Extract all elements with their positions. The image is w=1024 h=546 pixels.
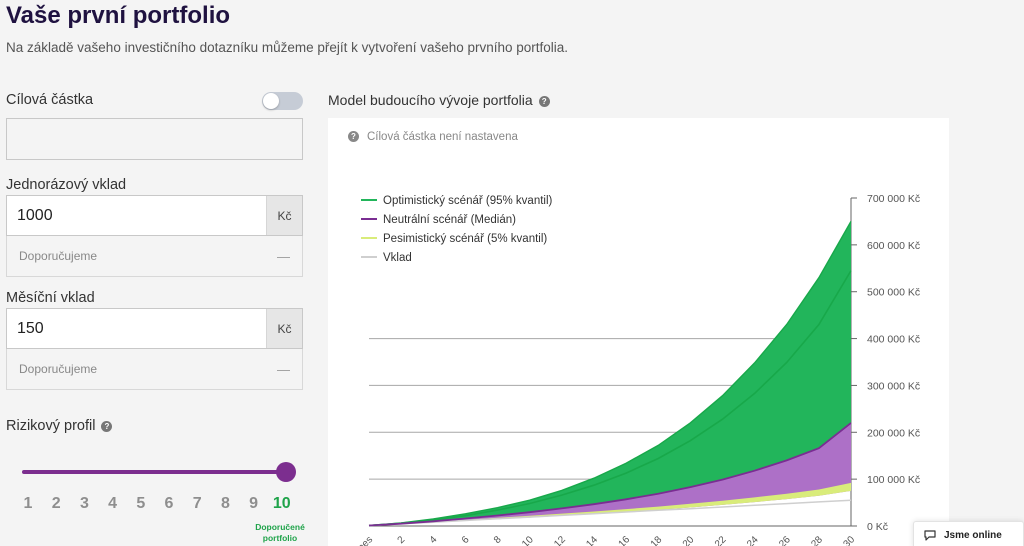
risk-level-1[interactable]: 1 bbox=[23, 495, 33, 512]
x-tick-label: 22 bbox=[713, 534, 729, 546]
x-tick-label: 8 bbox=[492, 534, 504, 546]
one-time-deposit-recommendation: Doporučujeme — bbox=[6, 236, 303, 277]
page-subtitle: Na základě vašeho investičního dotazníku… bbox=[6, 40, 569, 55]
recommend-value: — bbox=[277, 248, 290, 264]
neutral-band bbox=[369, 422, 851, 526]
x-tick-label: 28 bbox=[809, 534, 825, 546]
monthly-deposit-group: Kč bbox=[6, 308, 303, 349]
chart-panel: 0 Kč 100 000 Kč 200 000 Kč 300 000 Kč 400 00… bbox=[328, 118, 949, 546]
risk-profile-label: Rizikový profil? bbox=[6, 418, 113, 434]
recommend-value: — bbox=[277, 361, 290, 377]
legend-label: Neutrální scénář (Medián) bbox=[383, 214, 516, 226]
y-tick-label: 400 000 Kč bbox=[867, 334, 920, 346]
toggle-knob bbox=[263, 93, 279, 109]
x-tick-label: 4 bbox=[428, 534, 440, 546]
x-tick-label: 2 bbox=[396, 534, 408, 546]
risk-profile-slider[interactable] bbox=[22, 462, 298, 482]
x-tick-label: 30 bbox=[841, 534, 857, 546]
x-tick-label: 6 bbox=[460, 534, 472, 546]
help-icon[interactable]: ? bbox=[538, 95, 550, 107]
help-icon[interactable]: ? bbox=[101, 420, 113, 432]
chart-note: ? Cílová částka není nastavena bbox=[348, 131, 518, 143]
y-tick-label: 300 000 Kč bbox=[867, 380, 920, 392]
one-time-deposit-label: Jednorázový vklad bbox=[6, 177, 127, 193]
one-time-deposit-unit: Kč bbox=[266, 196, 302, 235]
risk-level-10[interactable]: 10 bbox=[272, 495, 291, 512]
x-tick-label: 14 bbox=[584, 534, 600, 546]
monthly-deposit-recommendation: Doporučujeme — bbox=[6, 349, 303, 390]
x-tick-label: 18 bbox=[649, 534, 665, 546]
y-tick-label: 0 Kč bbox=[867, 521, 888, 533]
x-tick-label: 20 bbox=[681, 534, 697, 546]
risk-level-8[interactable]: 8 bbox=[220, 495, 230, 512]
recommend-label: Doporučujeme bbox=[19, 362, 98, 376]
y-tick-label: 500 000 Kč bbox=[867, 287, 920, 299]
x-tick-label: 12 bbox=[552, 534, 568, 546]
risk-level-6[interactable]: 6 bbox=[164, 495, 174, 512]
risk-profile-text: Rizikový profil bbox=[6, 418, 96, 434]
chart-title-text: Model budoucího vývoje portfolia bbox=[328, 92, 533, 108]
recommended-portfolio-note: Doporučené portfolio bbox=[255, 522, 305, 543]
chat-button[interactable]: Jsme online bbox=[913, 521, 1024, 546]
risk-level-3[interactable]: 3 bbox=[79, 495, 89, 512]
optimistic-band bbox=[369, 221, 851, 526]
target-amount-input[interactable] bbox=[6, 118, 303, 160]
risk-level-7[interactable]: 7 bbox=[192, 495, 202, 512]
target-amount-toggle[interactable] bbox=[262, 92, 303, 110]
legend-label: Pesimistický scénář (5% kvantil) bbox=[383, 233, 547, 245]
one-time-deposit-input[interactable] bbox=[7, 196, 266, 235]
risk-level-list: 1 2 3 4 5 6 7 8 9 10 bbox=[16, 495, 306, 517]
legend-label: Optimistický scénář (95% kvantil) bbox=[383, 195, 553, 207]
deposit-line bbox=[368, 499, 852, 527]
optimistic-line bbox=[368, 270, 852, 527]
portfolio-chart: 0 Kč 100 000 Kč 200 000 Kč 300 000 Kč 400 00… bbox=[351, 193, 920, 546]
recommend-label: Doporučujeme bbox=[19, 249, 98, 263]
chart-note-text: Cílová částka není nastavena bbox=[367, 131, 518, 143]
legend-label: Vklad bbox=[383, 252, 412, 264]
y-tick-label: 600 000 Kč bbox=[867, 240, 920, 252]
chat-label: Jsme online bbox=[944, 529, 1002, 541]
x-tick-label: 24 bbox=[745, 534, 761, 546]
x-tick-label: 16 bbox=[617, 534, 633, 546]
slider-track bbox=[22, 470, 286, 474]
y-tick-label: 200 000 Kč bbox=[867, 427, 920, 439]
y-tick-label: 700 000 Kč bbox=[867, 193, 920, 205]
y-tick-label: 100 000 Kč bbox=[867, 474, 920, 486]
chart-title: Model budoucího vývoje portfolia? bbox=[328, 92, 550, 108]
chat-bubble-icon bbox=[924, 529, 936, 541]
risk-level-2[interactable]: 2 bbox=[51, 495, 61, 512]
slider-thumb[interactable] bbox=[276, 462, 296, 482]
monthly-deposit-unit: Kč bbox=[266, 309, 302, 348]
risk-level-9[interactable]: 9 bbox=[249, 495, 259, 512]
risk-level-5[interactable]: 5 bbox=[136, 495, 146, 512]
monthly-deposit-label: Měsíční vklad bbox=[6, 290, 95, 306]
x-tick-label: 10 bbox=[520, 534, 536, 546]
page-title: Vaše první portfolio bbox=[6, 2, 231, 29]
neutral-line bbox=[368, 422, 852, 527]
info-icon: ? bbox=[348, 131, 359, 143]
one-time-deposit-group: Kč bbox=[6, 195, 303, 236]
risk-level-4[interactable]: 4 bbox=[108, 495, 118, 512]
x-tick-label: Dnes bbox=[351, 534, 375, 546]
x-tick-label: 26 bbox=[777, 534, 793, 546]
monthly-deposit-input[interactable] bbox=[7, 309, 266, 348]
target-amount-label: Cílová částka bbox=[6, 92, 94, 108]
optimistic-upper-line bbox=[368, 221, 852, 527]
